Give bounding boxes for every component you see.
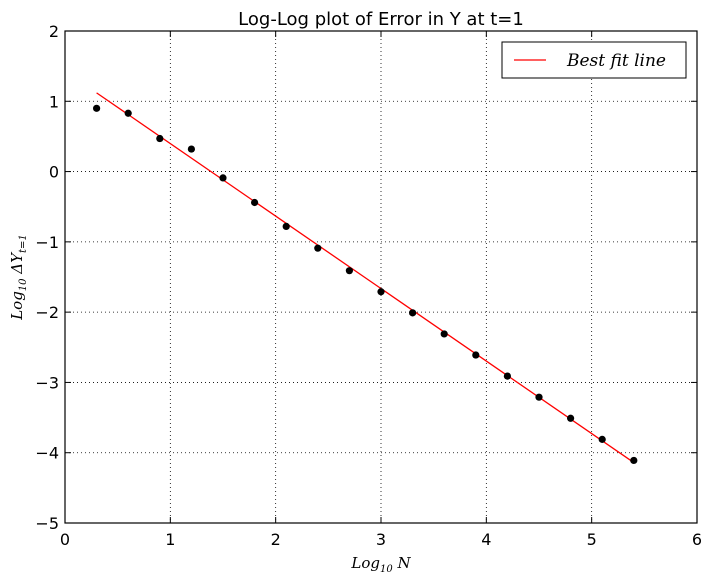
y-tick-label-2: 0 (49, 163, 59, 182)
y-axis-label: Log10 ΔYt=1 (8, 234, 29, 321)
data-point-2 (156, 134, 164, 143)
x-tick-label-0: 0 (60, 530, 70, 549)
data-point-5 (251, 198, 259, 207)
legend-label-best-fit: Best fit line (566, 51, 666, 71)
legend: Best fit line (501, 41, 687, 79)
data-point-3 (187, 145, 195, 153)
x-tick-label-3: 3 (376, 530, 386, 549)
data-point-10 (409, 309, 417, 317)
x-tick-label-5: 5 (587, 530, 597, 549)
y-tick-label-3: −1 (35, 233, 59, 252)
data-point-13 (503, 372, 511, 380)
best-fit-line (96, 92, 635, 464)
data-point-14 (535, 393, 543, 401)
x-tick-label-4: 4 (481, 530, 491, 549)
data-point-0 (93, 104, 101, 112)
x-tick-label-1: 1 (165, 530, 175, 549)
x-axis-label: Log10 N (350, 554, 411, 575)
data-point-17 (630, 456, 638, 465)
data-point-7 (314, 244, 322, 252)
y-tick-label-6: −4 (35, 444, 59, 463)
x-tick-label-6: 6 (692, 530, 702, 549)
y-tick-label-0: 2 (49, 22, 59, 41)
data-point-16 (598, 435, 606, 443)
y-tick-label-1: 1 (49, 92, 59, 111)
y-tick-label-5: −3 (35, 373, 59, 392)
x-tick-label-2: 2 (271, 530, 281, 549)
x-tick-labels: 0 1 2 3 4 5 6 (60, 530, 702, 549)
data-point-9 (377, 288, 385, 296)
data-point-6 (282, 222, 290, 230)
y-tick-label-7: −5 (35, 514, 59, 533)
data-point-4 (219, 174, 227, 182)
y-tick-label-4: −2 (35, 303, 59, 322)
y-tick-labels: 2 1 0 −1 −2 −3 −4 −5 (35, 22, 59, 533)
data-point-1 (124, 109, 132, 117)
plot-data (93, 92, 638, 465)
grid (65, 31, 697, 523)
data-point-8 (345, 267, 353, 275)
data-point-12 (472, 351, 480, 359)
data-point-11 (440, 330, 448, 338)
chart-title: Log-Log plot of Error in Y at t=1 (238, 9, 524, 30)
plot-frame (64, 30, 698, 524)
data-point-15 (567, 414, 575, 422)
